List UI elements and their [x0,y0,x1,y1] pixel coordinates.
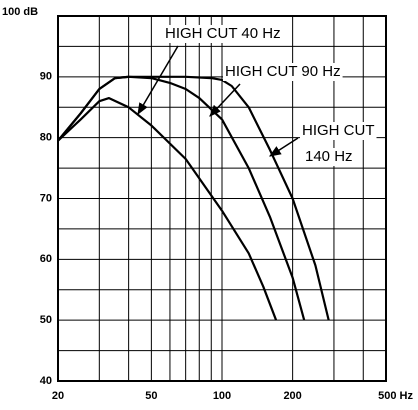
annotation-bg [163,25,283,43]
x-tick-label: 500 Hz [378,390,413,402]
annotation-arrow [137,45,179,116]
curve [57,97,278,321]
annotation: HIGH CUT 40 Hz [165,25,281,42]
annotation-arrow [209,83,241,117]
plot-frame [57,15,387,382]
x-tick-label: 50 [145,390,157,402]
annotation-bg [303,148,355,166]
x-tick-label: 200 [283,390,301,402]
y-tick-label: 40 [40,375,52,387]
y-tick-label: 90 [40,71,52,83]
x-tick-label: 20 [52,390,64,402]
annotation-bg [223,63,343,81]
y-tick-label: 70 [40,192,52,204]
annotation: HIGH CUT 90 Hz [225,63,341,80]
annotation-bg [300,122,377,140]
y-tick-label: 50 [40,314,52,326]
x-tick-label: 100 [213,390,231,402]
annotation: 140 Hz [305,148,353,165]
annotation-arrow [268,137,299,157]
y-tick-label: 60 [40,253,52,265]
curve [57,75,330,321]
y-tick-label: 80 [40,132,52,144]
y-tick-label: 100 dB [2,6,38,18]
annotation: HIGH CUT [302,122,375,139]
